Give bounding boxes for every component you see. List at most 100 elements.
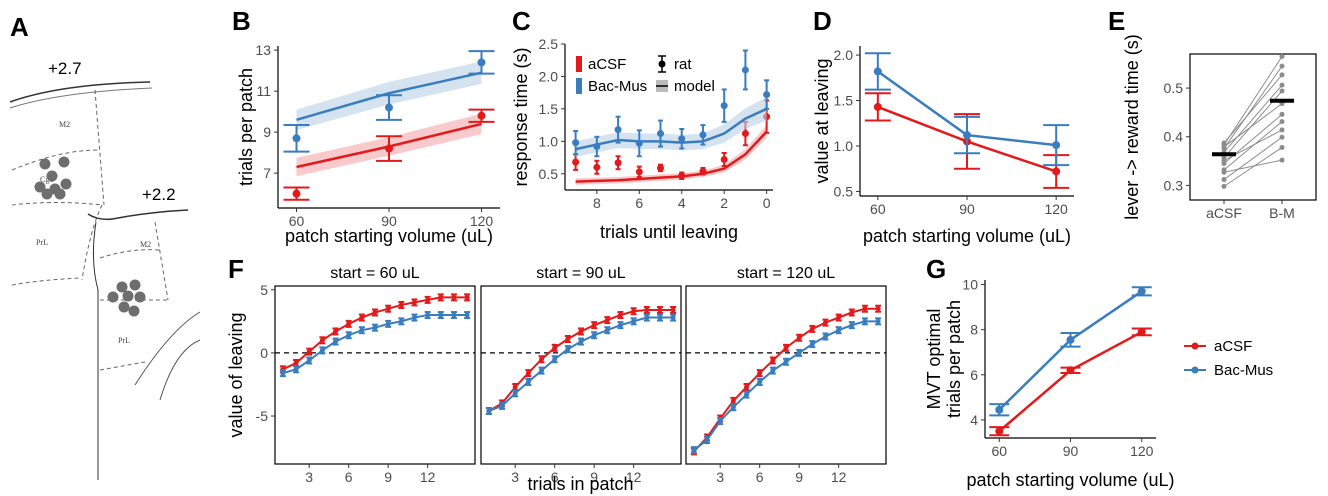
rat-point <box>635 168 643 176</box>
region-boundaries-anterior <box>11 89 105 286</box>
data-point <box>809 326 815 332</box>
rat-point <box>741 130 749 138</box>
brain-outline-anterior <box>9 81 151 103</box>
subject-point-acsf <box>1221 144 1227 150</box>
legend-label-rat: rat <box>674 56 692 73</box>
panel-label-e: E <box>1108 6 1125 36</box>
facet-title: start = 60 uL <box>330 265 419 282</box>
rat-point <box>385 103 393 112</box>
data-point <box>770 368 776 374</box>
data-point <box>372 325 378 331</box>
data-point <box>875 306 881 312</box>
panel-c-response-time: 8 6 4 2 0 0.5 1.0 1.5 2.0 2.5 trials until leaving… <box>511 36 773 242</box>
x-tick-label: 120 <box>1044 201 1068 217</box>
rat-point <box>720 102 728 110</box>
y-axis-title-line2: trials per patch <box>944 300 964 418</box>
data-point <box>836 315 842 321</box>
x-tick-label: 3 <box>305 469 313 485</box>
x-tick-label: aCSF <box>1206 205 1242 221</box>
y-tick-label: 1.0 <box>834 138 854 154</box>
data-point <box>552 356 558 362</box>
x-tick-label: 6 <box>756 469 764 485</box>
rat-point <box>699 167 707 175</box>
subject-point-bm <box>1279 88 1285 94</box>
data-point <box>333 328 339 334</box>
subject-point-bm <box>1279 144 1285 150</box>
data-point <box>333 339 339 345</box>
x-tick-label: 4 <box>678 195 686 211</box>
data-point <box>346 321 352 327</box>
data-point <box>411 299 417 305</box>
data-point <box>631 318 637 324</box>
panel-label-a: A <box>10 12 29 42</box>
data-point <box>359 327 365 333</box>
rat-point <box>572 139 580 147</box>
x-tick-label: 12 <box>626 469 642 485</box>
rat-point <box>678 172 686 180</box>
data-point <box>1137 287 1146 296</box>
data-point <box>744 392 750 398</box>
data-point <box>438 294 444 300</box>
y-tick-label: 1.0 <box>539 133 559 149</box>
data-point <box>280 370 286 376</box>
y-tick-label: 0.5 <box>539 166 559 182</box>
x-tick-label: 3 <box>716 469 724 485</box>
data-point <box>464 312 470 318</box>
data-point <box>1066 366 1075 375</box>
data-point <box>525 379 531 385</box>
data-point <box>873 67 882 76</box>
y-axis-title: value of leaving <box>226 312 246 437</box>
data-point <box>385 306 391 312</box>
data-point <box>862 306 868 312</box>
callosum-posterior <box>134 311 201 401</box>
rat-point <box>741 66 749 74</box>
panel-d-value-at-leaving: 60 90 120 0.5 1.0 1.5 2.0 patch starting volume… <box>812 46 1074 246</box>
panel-g-mvt-optimal: 60 90 120 4 6 8 10 patch starting volume (uL) MV… <box>924 277 1175 490</box>
panel-label-b: B <box>232 6 251 36</box>
x-tick-label: 90 <box>959 201 975 217</box>
model-line-bac-mus <box>296 71 482 122</box>
panel-e-lever-reward-time: 0.3 0.4 0.5 aCSF B-M lever -> reward time (s) <box>1122 34 1317 221</box>
data-point <box>757 379 763 385</box>
subject-point-acsf <box>1221 140 1227 146</box>
data-point <box>346 332 352 338</box>
data-point <box>425 312 431 318</box>
plot-frame <box>1189 53 1317 201</box>
data-point <box>730 404 736 410</box>
subject-point-bm <box>1279 119 1285 125</box>
data-point <box>319 347 325 353</box>
data-point <box>591 322 597 328</box>
subject-point-bm <box>1279 82 1285 88</box>
data-point <box>512 390 518 396</box>
data-point <box>770 357 776 363</box>
data-point <box>306 349 312 355</box>
y-tick-label: 1.5 <box>539 101 559 117</box>
data-point <box>385 321 391 327</box>
y-tick-label: 0.4 <box>1164 129 1184 145</box>
x-tick-label: 8 <box>593 195 601 211</box>
subject-point-bm <box>1279 111 1285 117</box>
y-axis-title: response time (s) <box>511 47 531 186</box>
data-point <box>757 370 763 376</box>
legend-g: aCSF Bac-Mus <box>1184 338 1273 379</box>
data-point <box>644 307 650 313</box>
data-point <box>451 312 457 318</box>
data-point <box>604 327 610 333</box>
facet-2: start = 90 uL 3 6 9 12 <box>480 265 682 485</box>
y-tick-label: 4 <box>970 412 978 428</box>
data-point <box>670 307 676 313</box>
atlas-region-prl-posterior: PrL <box>118 336 130 345</box>
legend-symbol-rat <box>658 55 666 73</box>
paired-line <box>1223 147 1283 187</box>
y-tick-label: 0.5 <box>834 183 854 199</box>
data-point <box>438 312 444 318</box>
data-point <box>691 447 697 453</box>
data-point <box>319 337 325 343</box>
infusion-sites-posterior <box>107 279 146 317</box>
legend-g-label-bacmus: Bac-Mus <box>1214 362 1273 379</box>
rat-point <box>763 91 771 99</box>
facet-title: start = 90 uL <box>536 265 625 282</box>
x-tick-label: 12 <box>831 469 847 485</box>
x-tick-label: 120 <box>1130 443 1154 459</box>
section-label-anterior: +2.7 <box>48 59 82 78</box>
